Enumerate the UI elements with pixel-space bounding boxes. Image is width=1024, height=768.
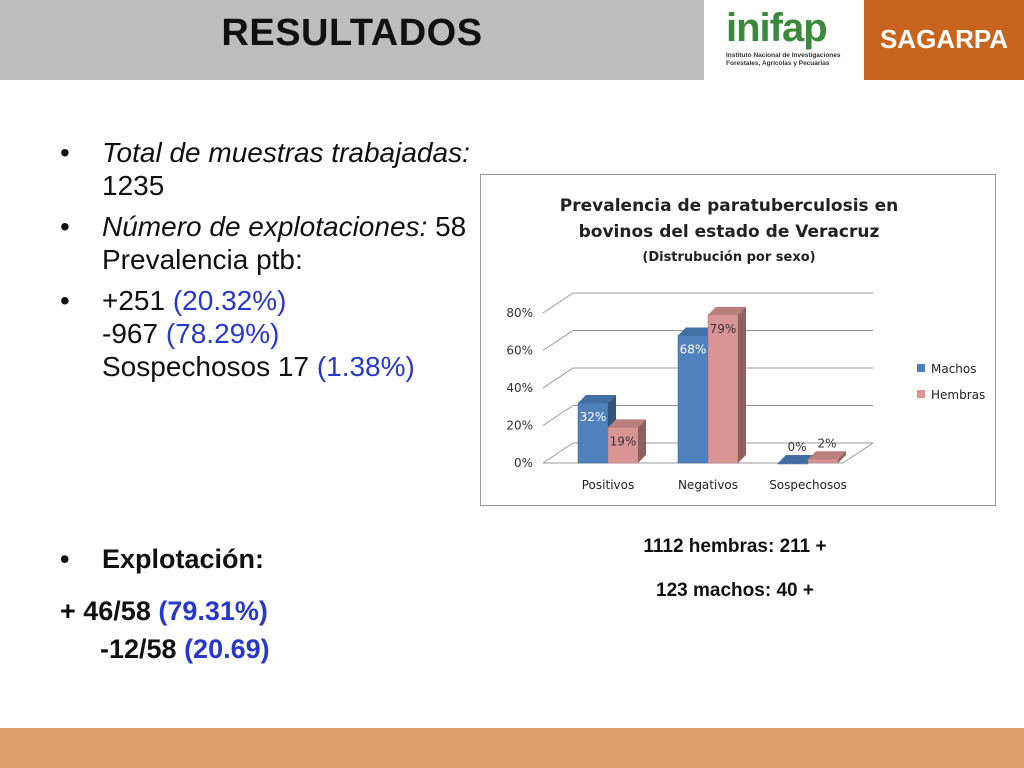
bar-machos-sospechosos: [777, 462, 809, 465]
bar-machos-negativos: [677, 335, 709, 464]
explotacion-pos: + 46/58 (79.31%): [60, 592, 402, 630]
sagarpa-logo-text: SAGARPA: [879, 24, 1009, 54]
positivos-pct: (20.32%): [172, 285, 287, 316]
x-tick-label: Negativos: [678, 478, 738, 492]
gridline-side: [542, 367, 574, 389]
inifap-logo-word: inifap: [726, 6, 828, 50]
legend-label: Hembras: [931, 388, 985, 402]
gridline-side: [542, 292, 574, 314]
bar-side: [638, 419, 646, 463]
bar-top: [708, 306, 746, 315]
caption-machos: 123 machos: 40 +: [656, 580, 814, 601]
caption-hembras: 1112 hembras: 211 +: [643, 536, 827, 557]
gridline-side: [542, 330, 574, 351]
x-axis-depth: [842, 442, 874, 464]
header-bar: [0, 0, 704, 80]
data-label: 68%: [680, 343, 707, 357]
explotacion-neg: -12/58 (20.69): [60, 630, 402, 668]
sospechosos-pct: (1.38%): [316, 351, 415, 382]
bullet-explotacion: • Explotación:: [60, 540, 402, 578]
x-tick-label: Sospechosos: [769, 478, 847, 492]
negativos-count: -967: [102, 318, 166, 349]
data-label: 0%: [787, 440, 806, 454]
bar-top: [578, 395, 616, 403]
legend-label: Machos: [931, 362, 977, 376]
chart-title-line1: Prevalencia de paratuberculosis en: [560, 196, 898, 216]
sagarpa-logo: SAGARPA: [864, 0, 1024, 80]
inifap-logo: inifap Instituto Nacional de Investigaci…: [710, 0, 860, 80]
chart-svg: Prevalencia de paratuberculosis en bovin…: [506, 196, 985, 492]
chart-title-line2: bovinos del estado de Veracruz: [579, 222, 880, 242]
bullet-value: 1235: [102, 170, 165, 201]
bullet-dot: •: [60, 285, 70, 316]
bar-hembras-negativos: [707, 314, 739, 464]
data-label: 32%: [580, 410, 607, 424]
bar-top: [808, 451, 846, 460]
data-label: 19%: [610, 434, 637, 448]
footer-bar: [0, 728, 1024, 768]
bullet-total-muestras: • Total de muestras trabajadas: 1235: [60, 136, 490, 202]
bullet-prevalencia: • +251 (20.32%) -967 (78.29%) Sospechoso…: [60, 284, 490, 383]
legend-swatch-hembras: [917, 390, 925, 398]
negativos-pct: (78.29%): [165, 318, 280, 349]
bar-top: [778, 455, 816, 463]
y-tick-label: 60%: [506, 344, 533, 358]
bullet-list: • Total de muestras trabajadas: 1235 • N…: [60, 136, 490, 391]
explotacion-neg-pct: (20.69): [184, 634, 270, 664]
bullet-dot: •: [60, 211, 70, 242]
bullet-label: Total de muestras trabajadas:: [102, 137, 470, 168]
page-title: RESULTADOS: [221, 12, 483, 54]
data-label: 79%: [710, 322, 737, 336]
data-label: 2%: [817, 436, 836, 450]
gridline-side: [542, 442, 574, 464]
bullet-explotaciones: • Número de explotaciones: 58 Prevalenci…: [60, 210, 490, 276]
y-tick-label: 80%: [506, 306, 533, 320]
y-tick-label: 40%: [506, 381, 533, 395]
explotacion-pos-pct: (79.31%): [158, 596, 268, 626]
bar-side: [738, 306, 746, 463]
bullet-value: 58: [427, 211, 467, 242]
positivos-count: +251: [102, 285, 173, 316]
bar-hembras-sospechosos: [807, 459, 839, 464]
prevalence-chart: Prevalencia de paratuberculosis en bovin…: [480, 174, 996, 506]
explotacion-pos-count: + 46/58: [60, 596, 159, 626]
bar-side: [838, 451, 846, 463]
gridline-side: [542, 405, 574, 426]
x-tick-label: Positivos: [582, 478, 634, 492]
chart-subtitle: (Distrubución por sexo): [642, 250, 815, 265]
bullet-dot: •: [60, 544, 70, 574]
y-tick-label: 0%: [514, 456, 533, 470]
bullet-label: Número de explotaciones:: [102, 211, 428, 242]
inifap-logo-subtitle: Instituto Nacional de Investigaciones Fo…: [726, 52, 841, 67]
bullet-dot: •: [60, 137, 70, 168]
legend-swatch-machos: [917, 364, 925, 372]
explotacion-neg-count: -12/58: [100, 634, 185, 664]
explotacion-label: Explotación:: [102, 544, 265, 574]
explotacion-section: • Explotación: + 46/58 (79.31%) -12/58 (…: [60, 540, 402, 668]
bar-top: [608, 419, 646, 428]
bullet-prevalencia-label: Prevalencia ptb:: [102, 244, 303, 275]
y-tick-label: 20%: [506, 419, 533, 433]
sospechosos-count: Sospechosos 17: [102, 351, 317, 382]
bar-top: [678, 327, 716, 336]
